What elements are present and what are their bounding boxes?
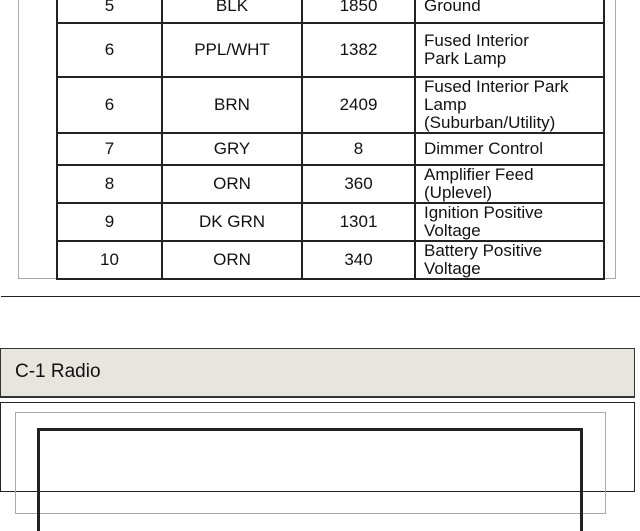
pin-cell: 6 (56, 76, 163, 134)
pin-cell: 6 (56, 22, 163, 78)
wire-color-cell: ORN (161, 240, 303, 280)
table-row: 8 ORN 360 Amplifier Feed (Uplevel) (56, 164, 605, 204)
function-cell: Ground (414, 0, 605, 24)
circuit-cell: 340 (301, 240, 416, 280)
function-cell: Ignition Positive Voltage (414, 202, 605, 242)
section-header[interactable]: C-1 Radio (0, 348, 635, 398)
circuit-cell: 2409 (301, 76, 416, 134)
wire-color-cell: BRN (161, 76, 303, 134)
wire-color-cell: GRY (161, 132, 303, 166)
table-row: 6 BRN 2409 Fused Interior Park Lamp (Suburb… (56, 76, 605, 134)
circuit-cell: 1382 (301, 22, 416, 78)
function-cell: Dimmer Control (414, 132, 605, 166)
pin-cell: 5 (56, 0, 163, 24)
image-frame (15, 412, 606, 531)
table-row: 5 BLK 1850 Ground (56, 0, 605, 24)
pin-cell: 7 (56, 132, 163, 166)
connector-pin-table: 5 BLK 1850 Ground 6 PPL/WHT 1382 Fused Interior… (56, 0, 605, 280)
function-cell: Fused Interior Park Lamp (Suburban/Utili… (414, 76, 605, 134)
wire-color-cell: BLK (161, 0, 303, 24)
circuit-cell: 1850 (301, 0, 416, 24)
pin-cell: 8 (56, 164, 163, 204)
pin-cell: 10 (56, 240, 163, 280)
section-body (0, 402, 635, 531)
function-cell: Fused Interior Park Lamp (414, 22, 605, 78)
circuit-cell: 360 (301, 164, 416, 204)
circuit-cell: 1301 (301, 202, 416, 242)
wire-color-cell: ORN (161, 164, 303, 204)
function-cell: Amplifier Feed (Uplevel) (414, 164, 605, 204)
pin-cell: 9 (56, 202, 163, 242)
function-cell: Battery Positive Voltage (414, 240, 605, 280)
table-row: 6 PPL/WHT 1382 Fused Interior Park Lamp (56, 22, 605, 78)
circuit-cell: 8 (301, 132, 416, 166)
wire-color-cell: PPL/WHT (161, 22, 303, 78)
table-row: 7 GRY 8 Dimmer Control (56, 132, 605, 166)
table-row: 10 ORN 340 Battery Positive Voltage (56, 240, 605, 280)
wire-color-cell: DK GRN (161, 202, 303, 242)
section-divider (1, 296, 640, 297)
table-row: 9 DK GRN 1301 Ignition Positive Voltage (56, 202, 605, 242)
section-title: C-1 Radio (15, 361, 101, 382)
